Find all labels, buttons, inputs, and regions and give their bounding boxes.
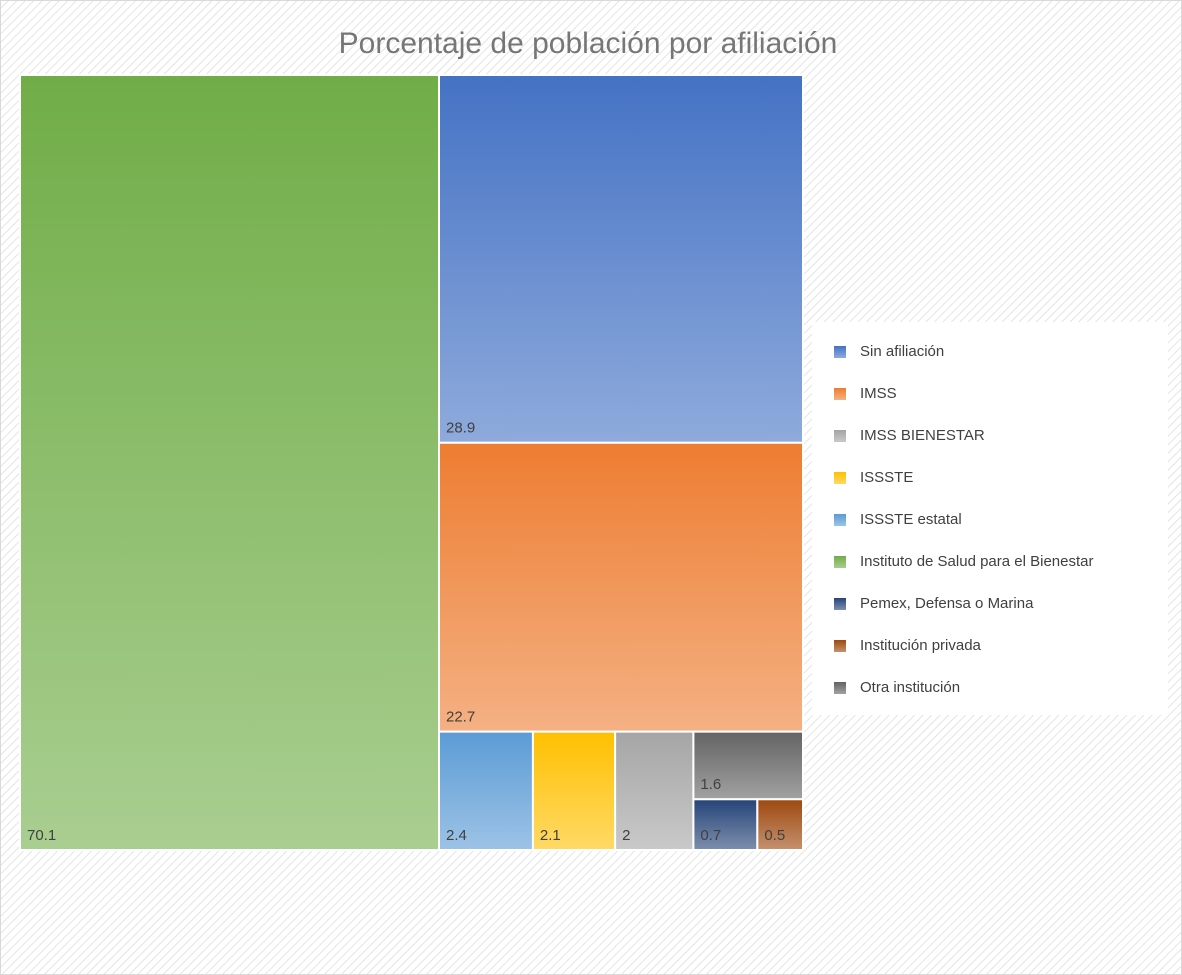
legend-swatch — [834, 556, 846, 568]
treemap-tile — [437, 441, 804, 733]
legend-swatch — [834, 682, 846, 694]
legend-swatch — [834, 388, 846, 400]
treemap-tile — [19, 74, 440, 851]
legend-label: Instituto de Salud para el Bienestar — [860, 553, 1093, 570]
data-label: 0.5 — [764, 827, 785, 844]
treemap-tile — [756, 798, 804, 852]
legend-swatch — [834, 514, 846, 526]
legend-label: Institución privada — [860, 637, 982, 654]
legend-swatch — [834, 346, 846, 358]
legend-swatch — [834, 472, 846, 484]
legend-label: Otra institución — [860, 679, 960, 696]
data-label: 0.7 — [700, 827, 721, 844]
legend-swatch — [834, 640, 846, 652]
treemap-tile — [692, 798, 759, 852]
legend-label: Pemex, Defensa o Marina — [860, 595, 1034, 612]
data-label: 2.4 — [446, 827, 467, 844]
data-label: 2 — [622, 827, 630, 844]
treemap-tile — [692, 730, 804, 801]
data-label: 1.6 — [700, 776, 721, 793]
legend — [812, 322, 1168, 715]
legend-swatch — [834, 430, 846, 442]
legend-label: IMSS BIENESTAR — [860, 427, 985, 444]
legend-label: Sin afiliación — [860, 343, 944, 360]
legend-label: ISSSTE — [860, 469, 913, 486]
treemap-tile — [614, 730, 695, 852]
data-label: 28.9 — [446, 420, 475, 437]
data-label: 2.1 — [540, 827, 561, 844]
data-label: 70.1 — [27, 827, 56, 844]
chart-title: Porcentaje de población por afiliación — [339, 27, 838, 60]
legend-swatch — [834, 598, 846, 610]
treemap-tile — [437, 74, 804, 444]
legend-label: ISSSTE estatal — [860, 511, 962, 528]
legend-label: IMSS — [860, 385, 897, 402]
data-label: 22.7 — [446, 709, 475, 726]
